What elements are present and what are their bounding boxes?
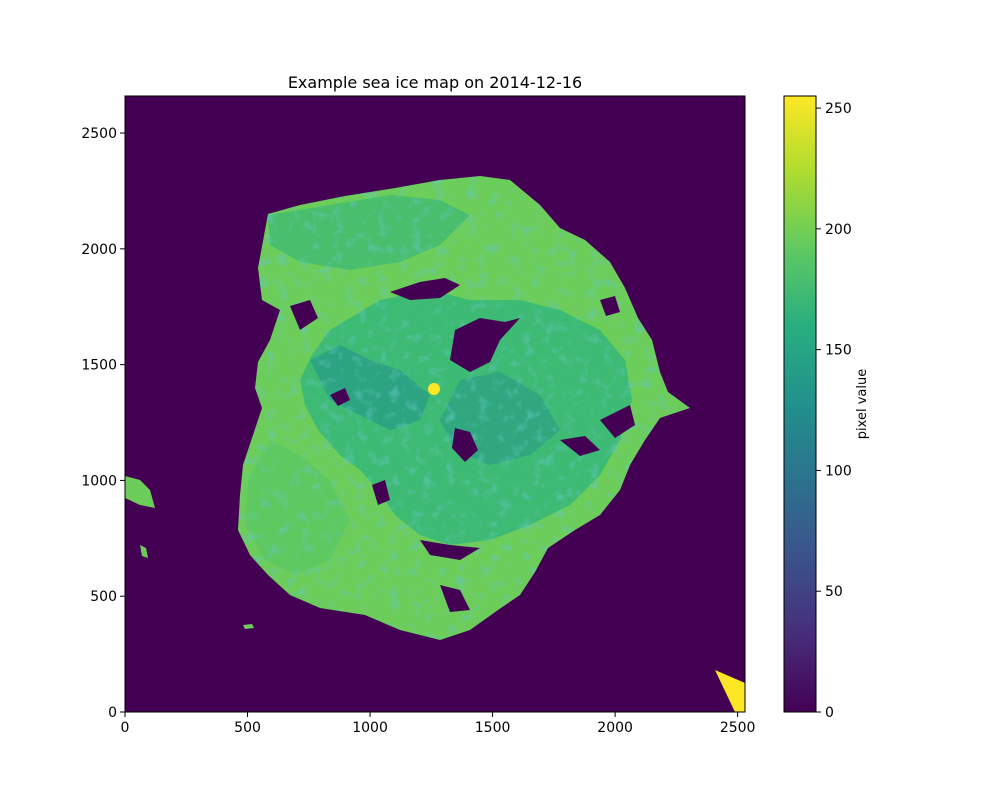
coastal-ice-patches <box>125 476 254 629</box>
colorbar-tick-label: 0 <box>825 705 834 721</box>
x-axis: 0 500 1000 1500 2000 2500 <box>121 712 756 736</box>
y-tick-label: 2500 <box>81 126 117 142</box>
x-tick-label: 0 <box>121 720 130 736</box>
x-tick-label: 1500 <box>475 720 511 736</box>
open-water-leads <box>290 278 635 612</box>
colorbar-tick-label: 200 <box>825 222 852 238</box>
plot-area <box>125 96 745 712</box>
sea-ice-pack <box>238 176 690 640</box>
pole-hole <box>428 383 440 395</box>
x-tick-label: 1000 <box>352 720 388 736</box>
y-tick-label: 500 <box>90 589 117 605</box>
colorbar: 0 50 100 150 200 250 pixel value <box>783 95 870 721</box>
y-tick-label: 1500 <box>81 358 117 374</box>
plot-frame <box>124 95 746 713</box>
colorbar-label: pixel value <box>855 369 870 439</box>
y-tick-label: 0 <box>108 705 117 721</box>
chart-title: Example sea ice map on 2014-12-16 <box>288 73 582 92</box>
y-tick-label: 2000 <box>81 242 117 258</box>
corner-fill <box>715 670 745 712</box>
y-tick-label: 1000 <box>81 473 117 489</box>
x-tick-label: 2500 <box>720 720 756 736</box>
colorbar-tick-label: 150 <box>825 343 852 359</box>
colorbar-axis: 0 50 100 150 200 250 <box>816 101 852 721</box>
x-tick-label: 500 <box>234 720 261 736</box>
colorbar-tick-label: 100 <box>825 463 852 479</box>
y-axis: 0 500 1000 1500 2000 2500 <box>81 126 125 721</box>
colorbar-tick-label: 250 <box>825 101 852 117</box>
colorbar-gradient <box>783 95 817 713</box>
colorbar-tick-label: 50 <box>825 584 843 600</box>
x-tick-label: 2000 <box>597 720 633 736</box>
